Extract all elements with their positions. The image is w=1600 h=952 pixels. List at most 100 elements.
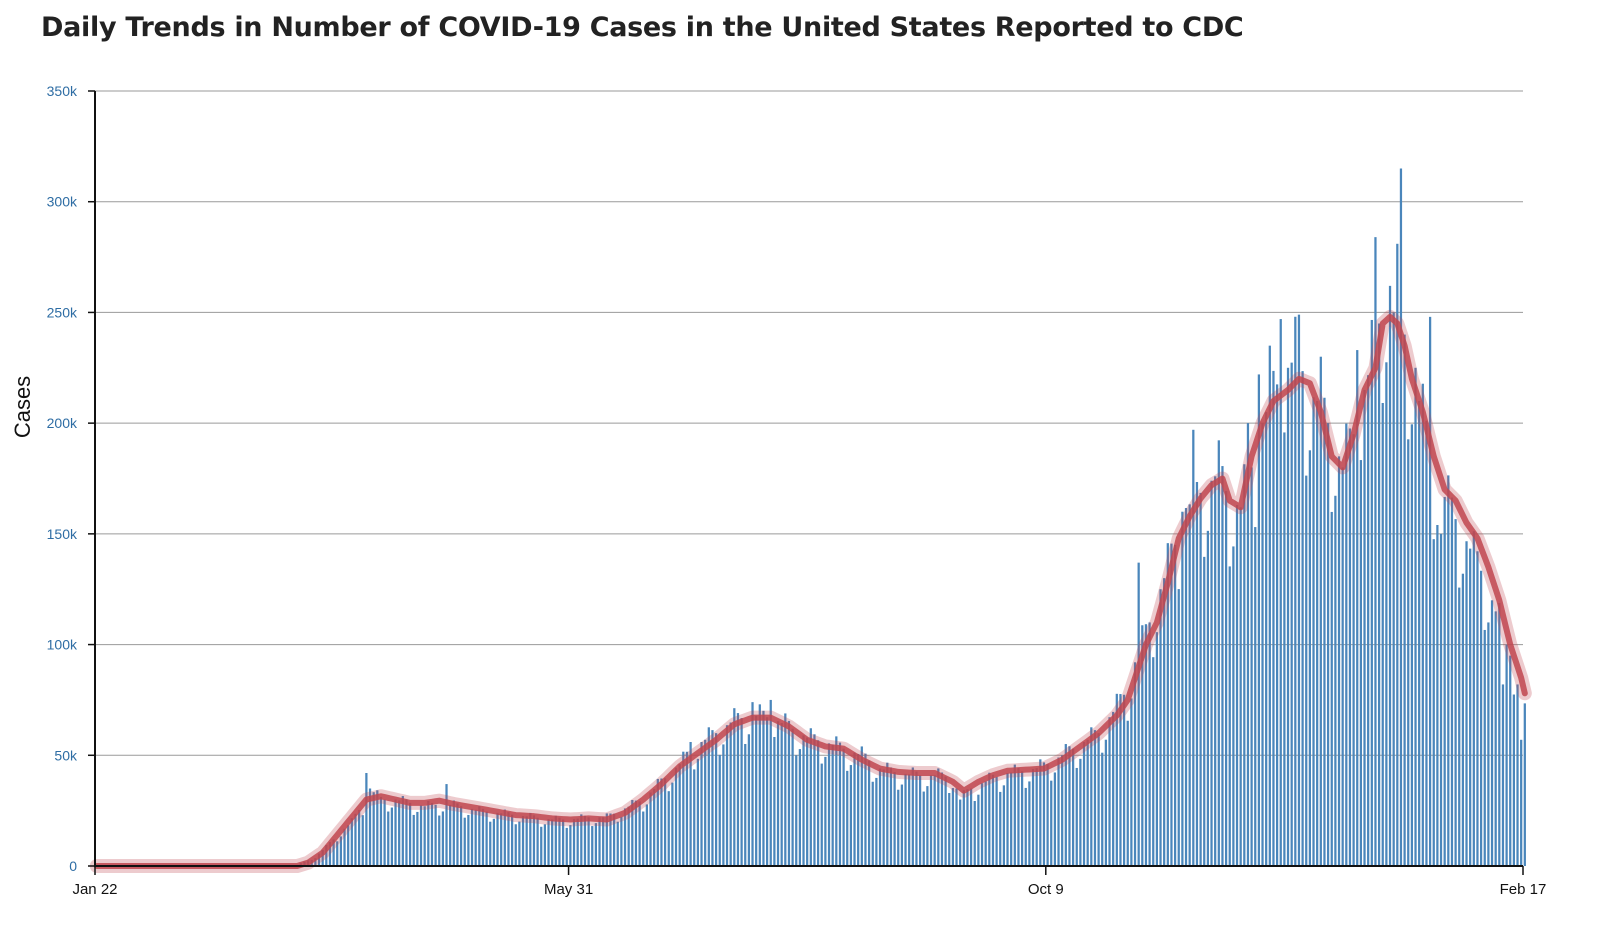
daily-case-bar [1017, 767, 1020, 866]
daily-case-bar [846, 770, 849, 866]
daily-case-bar [1224, 491, 1228, 866]
y-tick-label: 50k [54, 747, 78, 763]
y-tick-label: 200k [47, 415, 78, 431]
daily-case-bar [984, 781, 987, 866]
daily-case-bar [1119, 694, 1122, 866]
daily-case-bar [871, 781, 874, 866]
daily-case-bar [1330, 511, 1333, 866]
daily-case-bar [478, 806, 481, 866]
daily-case-bar [966, 789, 969, 866]
daily-case-bar [1214, 476, 1217, 866]
daily-case-bar [376, 790, 379, 866]
daily-case-bar [1170, 543, 1173, 866]
daily-case-bar [398, 800, 401, 866]
daily-case-bar [1050, 780, 1053, 866]
daily-case-bar [1101, 752, 1104, 866]
daily-case-bar [842, 748, 845, 866]
daily-case-bar [1148, 622, 1151, 866]
daily-case-bar [485, 811, 488, 866]
daily-case-bar [518, 821, 521, 866]
daily-case-bar [1035, 768, 1038, 866]
daily-case-bar [1283, 432, 1286, 866]
daily-case-bar [314, 858, 317, 866]
daily-case-bar [1235, 505, 1239, 866]
daily-case-bar [602, 817, 605, 866]
daily-case-bar [1469, 548, 1472, 866]
daily-case-bar [857, 753, 860, 866]
daily-case-bar [1206, 530, 1210, 866]
daily-case-bar [1388, 285, 1392, 866]
daily-case-bar [1239, 507, 1242, 866]
daily-case-bar [1509, 655, 1512, 866]
daily-case-bar [492, 818, 496, 866]
daily-case-bar [959, 799, 962, 866]
daily-case-bar [1093, 730, 1097, 866]
daily-case-bar [441, 811, 445, 866]
daily-case-bar [627, 806, 630, 866]
daily-case-bar [809, 728, 812, 866]
daily-case-bar [685, 751, 689, 866]
daily-case-bar [336, 841, 339, 866]
daily-case-bar [467, 814, 470, 866]
daily-case-bar [1345, 423, 1348, 866]
daily-case-bar [1177, 589, 1180, 866]
daily-case-bar [1217, 440, 1220, 866]
daily-case-bar [1268, 345, 1271, 866]
daily-case-bar [1436, 525, 1439, 866]
daily-case-bar [1261, 423, 1264, 866]
daily-case-bar [427, 800, 430, 866]
daily-case-bar [1414, 367, 1417, 866]
daily-case-bar [350, 818, 353, 866]
daily-case-bar [1166, 543, 1169, 866]
moving-average-path [93, 313, 1528, 869]
daily-case-bar [408, 802, 412, 866]
daily-case-bar [612, 813, 616, 866]
daily-case-bar [758, 704, 761, 866]
daily-case-bar [667, 791, 670, 866]
daily-case-bar [1337, 456, 1341, 866]
daily-case-bar [1199, 492, 1202, 866]
daily-case-bar [1082, 742, 1086, 866]
daily-case-bar [642, 811, 645, 866]
axes [94, 91, 1523, 867]
daily-case-bar [1498, 602, 1501, 866]
daily-case-bar [456, 803, 459, 866]
daily-case-bar [922, 791, 925, 866]
daily-case-bar [638, 801, 641, 866]
daily-case-bar [529, 812, 532, 866]
daily-case-bar [1465, 541, 1468, 866]
daily-case-bar [1053, 772, 1057, 866]
daily-case-bar [791, 728, 794, 866]
daily-case-bar [1428, 316, 1432, 866]
daily-case-bar [1079, 758, 1082, 866]
daily-case-bar [1294, 316, 1297, 866]
daily-case-bar [835, 736, 838, 866]
daily-case-bar [918, 775, 922, 866]
daily-case-bar [765, 717, 769, 866]
daily-case-bar [798, 749, 802, 866]
daily-case-bar [1352, 434, 1355, 866]
y-ticks: 0 50k 100k 150k 200k 250k 300k 350k [47, 83, 95, 874]
daily-case-bar [1494, 611, 1497, 866]
daily-case-bar [780, 722, 783, 866]
daily-case-bar [1403, 334, 1406, 866]
daily-case-bar [591, 826, 594, 866]
daily-case-bar [503, 809, 506, 866]
daily-case-bar [1319, 356, 1322, 866]
daily-case-bar [430, 802, 434, 866]
daily-case-bar [510, 814, 514, 866]
daily-case-bar [1432, 539, 1435, 866]
daily-case-bar [372, 792, 375, 866]
daily-case-bar [1476, 551, 1479, 866]
daily-case-bar [1385, 362, 1388, 866]
daily-case-bar [1516, 684, 1519, 866]
daily-case-bar [1057, 757, 1060, 866]
daily-case-bar [463, 817, 466, 866]
daily-case-bar [401, 796, 404, 866]
daily-case-bar [736, 713, 740, 866]
daily-case-bar [332, 839, 335, 866]
daily-case-bar [383, 799, 386, 866]
daily-case-bar [1272, 370, 1275, 866]
daily-case-bar [569, 825, 572, 866]
